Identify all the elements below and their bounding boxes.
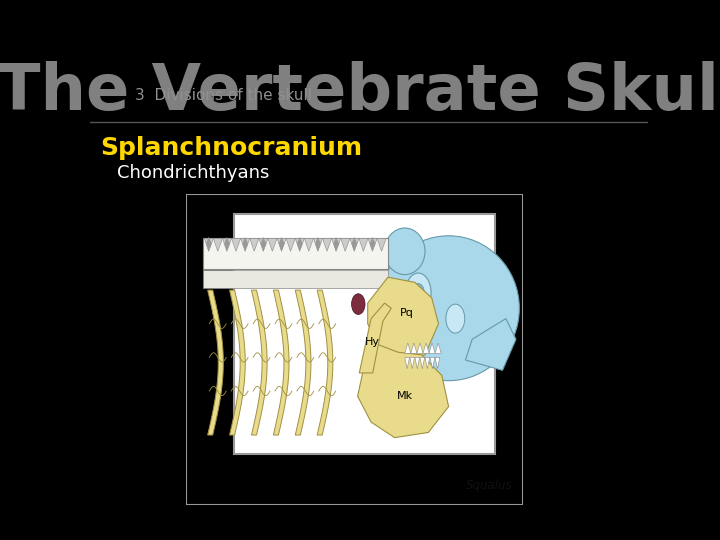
Polygon shape <box>420 357 425 369</box>
Polygon shape <box>341 238 350 251</box>
Text: Splanchnocranium: Splanchnocranium <box>100 136 362 160</box>
Polygon shape <box>359 238 368 251</box>
Polygon shape <box>251 290 267 435</box>
Polygon shape <box>315 237 321 251</box>
Polygon shape <box>297 237 302 251</box>
Polygon shape <box>305 238 313 251</box>
Polygon shape <box>213 238 222 251</box>
Polygon shape <box>417 343 423 353</box>
Polygon shape <box>204 238 213 251</box>
Ellipse shape <box>378 236 519 381</box>
Polygon shape <box>370 237 375 251</box>
Polygon shape <box>250 238 259 251</box>
Polygon shape <box>279 237 284 251</box>
Text: Hy: Hy <box>365 337 380 347</box>
Circle shape <box>446 304 465 333</box>
Text: Mk: Mk <box>397 391 413 401</box>
Polygon shape <box>359 303 391 373</box>
Polygon shape <box>243 237 248 251</box>
Text: 3  Divisions of the skull: 3 Divisions of the skull <box>135 89 312 104</box>
Polygon shape <box>415 357 420 369</box>
Polygon shape <box>286 238 295 251</box>
Polygon shape <box>377 238 386 251</box>
Polygon shape <box>318 290 333 435</box>
Polygon shape <box>261 237 266 251</box>
Polygon shape <box>259 238 268 251</box>
Bar <box>202 238 388 269</box>
Bar <box>202 271 388 288</box>
Polygon shape <box>429 343 435 353</box>
Polygon shape <box>232 238 240 251</box>
Polygon shape <box>435 343 441 353</box>
Polygon shape <box>405 343 411 353</box>
Polygon shape <box>423 343 429 353</box>
Polygon shape <box>295 290 311 435</box>
Text: Chondrichthyans: Chondrichthyans <box>117 164 269 182</box>
Polygon shape <box>351 237 357 251</box>
Polygon shape <box>323 238 332 251</box>
Polygon shape <box>206 237 212 251</box>
Polygon shape <box>295 238 305 251</box>
Text: Squalus: Squalus <box>466 479 513 492</box>
Polygon shape <box>313 238 323 251</box>
Circle shape <box>412 284 424 302</box>
Polygon shape <box>358 345 449 437</box>
Polygon shape <box>268 238 277 251</box>
Polygon shape <box>425 357 430 369</box>
Circle shape <box>405 273 431 313</box>
Text: Pq: Pq <box>400 308 413 319</box>
Polygon shape <box>410 357 415 369</box>
Polygon shape <box>368 238 377 251</box>
Polygon shape <box>435 357 440 369</box>
Polygon shape <box>350 238 359 251</box>
Polygon shape <box>405 357 410 369</box>
Polygon shape <box>274 290 289 435</box>
Ellipse shape <box>384 228 425 275</box>
Polygon shape <box>368 277 438 360</box>
Polygon shape <box>222 238 232 251</box>
Polygon shape <box>430 357 435 369</box>
Polygon shape <box>224 237 230 251</box>
Polygon shape <box>207 290 223 435</box>
Polygon shape <box>230 290 246 435</box>
Bar <box>234 214 495 454</box>
Polygon shape <box>465 319 516 370</box>
Polygon shape <box>332 238 341 251</box>
Polygon shape <box>333 237 339 251</box>
Polygon shape <box>240 238 250 251</box>
Polygon shape <box>411 343 417 353</box>
Polygon shape <box>277 238 286 251</box>
Text: The Vertebrate Skull: The Vertebrate Skull <box>0 61 720 123</box>
Circle shape <box>351 294 365 314</box>
